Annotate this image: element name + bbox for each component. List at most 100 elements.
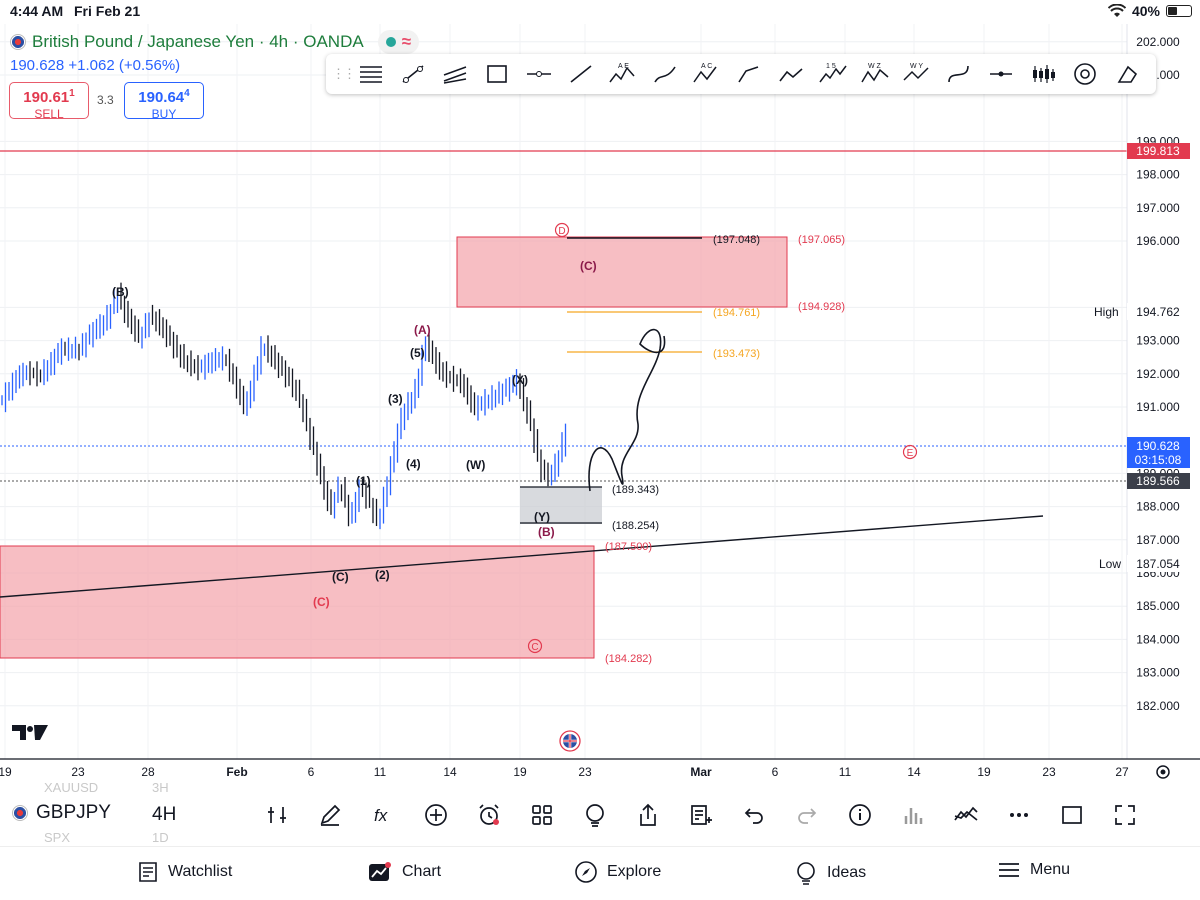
circle-target-icon[interactable] xyxy=(1068,59,1102,89)
ghost-symbol-above: XAUUSD xyxy=(44,780,99,795)
drag-handle[interactable]: ⋮⋮ xyxy=(332,66,356,81)
trend-line xyxy=(0,515,1044,598)
wave-label-1: (1) xyxy=(356,474,371,488)
brush-icon[interactable] xyxy=(648,59,682,89)
abc-pattern-icon[interactable]: A C xyxy=(690,59,724,89)
tab-watchlist[interactable]: Watchlist xyxy=(138,861,232,883)
indicators-compare-icon[interactable] xyxy=(250,798,303,832)
x-axis-label: 27 xyxy=(1115,765,1129,779)
x-axis-label: 11 xyxy=(839,765,852,779)
high-price: 194.762 xyxy=(1136,305,1180,319)
wave-label-2: (2) xyxy=(375,568,390,582)
circle-label-C: C xyxy=(531,642,538,653)
compass-icon xyxy=(575,861,597,883)
chart-area[interactable]: (B) (A) (5) (X) (3) (4) (W) (1) (Y) (B) … xyxy=(0,2,1200,784)
upper-target-zone xyxy=(456,236,788,308)
buy-button[interactable]: 190.644 BUY xyxy=(124,82,204,121)
level-label-197065: (197.065) xyxy=(798,234,845,246)
y-axis-label: 198.000 xyxy=(1136,168,1180,182)
x-axis-label: Mar xyxy=(690,765,712,779)
horizontal-lines-icon[interactable] xyxy=(354,59,388,89)
y-axis-label: 193.000 xyxy=(1136,334,1180,348)
buy-price-pip: 4 xyxy=(184,88,190,99)
eraser-icon[interactable] xyxy=(1110,59,1144,89)
pitchfork-icon[interactable] xyxy=(438,59,472,89)
layout-grid-icon[interactable] xyxy=(515,798,568,832)
x-axis-label: 19 xyxy=(0,765,12,779)
low-label: Low xyxy=(1099,557,1121,571)
tab-explore-label: Explore xyxy=(607,863,662,880)
y-axis-label: 192.000 xyxy=(1136,367,1180,381)
status-right: 40% xyxy=(1107,3,1192,19)
tab-explore[interactable]: Explore xyxy=(575,861,661,883)
abcde-pattern-icon[interactable]: A E xyxy=(606,59,640,89)
tab-bar: Watchlist Chart Explore Ideas Menu xyxy=(0,846,1200,900)
tab-menu[interactable]: Menu xyxy=(998,861,1070,879)
level-label-187500: (187.500) xyxy=(605,541,652,553)
bulb-icon[interactable] xyxy=(568,798,621,832)
undo-icon[interactable] xyxy=(727,798,780,832)
sell-price-pip: 1 xyxy=(69,88,75,99)
tab-ideas[interactable]: Ideas xyxy=(795,861,866,885)
redo-icon[interactable] xyxy=(780,798,833,832)
triangle-wave-icon[interactable]: W Z xyxy=(858,59,892,89)
symbol-header[interactable]: British Pound / Japanese Yen · 4h · OAND… xyxy=(10,30,420,54)
wave-icon: ≈ xyxy=(401,32,412,51)
alarm-icon[interactable] xyxy=(462,798,515,832)
share-icon[interactable] xyxy=(621,798,674,832)
watchlist-add-icon[interactable] xyxy=(674,798,727,832)
svg-text:W Y: W Y xyxy=(910,63,923,70)
x-axis-label: 6 xyxy=(308,765,315,779)
circle-label-D: D xyxy=(558,226,565,237)
wave-label-B-pink: (B) xyxy=(538,525,555,539)
price-change: +1.062 (+0.56%) xyxy=(68,57,181,74)
symbol-title[interactable]: British Pound / Japanese Yen · 4h · OAND… xyxy=(32,32,364,51)
impulse-wave-icon[interactable]: 1 5 xyxy=(816,59,850,89)
rectangle-icon[interactable] xyxy=(480,59,514,89)
battery-percent: 40% xyxy=(1131,3,1160,19)
plus-circle-icon[interactable] xyxy=(409,798,462,832)
x-axis-label: 23 xyxy=(578,765,592,779)
polyline-icon[interactable] xyxy=(774,59,808,89)
path-icon[interactable] xyxy=(732,59,766,89)
hamburger-icon xyxy=(999,863,1019,877)
more-icon[interactable] xyxy=(992,798,1045,832)
bottom-toolbar: XAUUSD 3H GBPJPY 4H SPX 1D fx xyxy=(0,780,1200,846)
y-axis-label: 182.000 xyxy=(1136,699,1180,713)
ghost-tf-above: 3H xyxy=(152,780,169,795)
drawing-toolbar: ⋮⋮ A E A C 1 5 W Z W Y xyxy=(326,54,1156,94)
combo-wave-icon[interactable]: W Y xyxy=(900,59,934,89)
candles-icon[interactable] xyxy=(1026,59,1060,89)
price-line: 190.628 +1.062 (+0.56%) xyxy=(10,57,180,74)
pencil-icon[interactable] xyxy=(303,798,356,832)
sell-button[interactable]: 190.611 SELL xyxy=(9,82,89,121)
tab-chart[interactable]: Chart xyxy=(368,861,441,883)
wave-label-X: (X) xyxy=(512,373,528,387)
wave-icon[interactable] xyxy=(939,798,992,832)
market-open-icon xyxy=(385,37,396,47)
countdown-badge: 03:15:08 xyxy=(1135,453,1182,467)
x-axis-label: 14 xyxy=(443,765,457,779)
grey-box xyxy=(520,487,602,524)
circle-label-E: E xyxy=(907,448,914,459)
price-chart[interactable]: (B) (A) (5) (X) (3) (4) (W) (1) (Y) (B) … xyxy=(0,2,1200,784)
y-axis-label: 197.000 xyxy=(1136,201,1180,215)
symbol-selector[interactable]: GBPJPY xyxy=(12,802,111,824)
x-axis-label: 19 xyxy=(977,765,991,779)
level-label-194761: (194.761) xyxy=(713,307,760,319)
ray-icon[interactable] xyxy=(564,59,598,89)
y-axis-label: 183.000 xyxy=(1136,666,1180,680)
fx-icon[interactable]: fx xyxy=(356,798,409,832)
wave-label-B-top: (B) xyxy=(112,285,129,299)
horizontal-line-icon[interactable] xyxy=(522,59,556,89)
info-icon[interactable] xyxy=(833,798,886,832)
last-price-badge: 190.628 xyxy=(1136,439,1180,453)
timeframe-selector[interactable]: 4H xyxy=(152,804,177,825)
market-status-pill[interactable]: ≈ xyxy=(377,30,420,54)
square-icon[interactable] xyxy=(1045,798,1098,832)
bar-chart-icon[interactable] xyxy=(886,798,939,832)
cross-line-icon[interactable] xyxy=(984,59,1018,89)
curve-icon[interactable] xyxy=(942,59,976,89)
trend-line-icon[interactable] xyxy=(396,59,430,89)
fullscreen-icon[interactable] xyxy=(1098,798,1151,832)
